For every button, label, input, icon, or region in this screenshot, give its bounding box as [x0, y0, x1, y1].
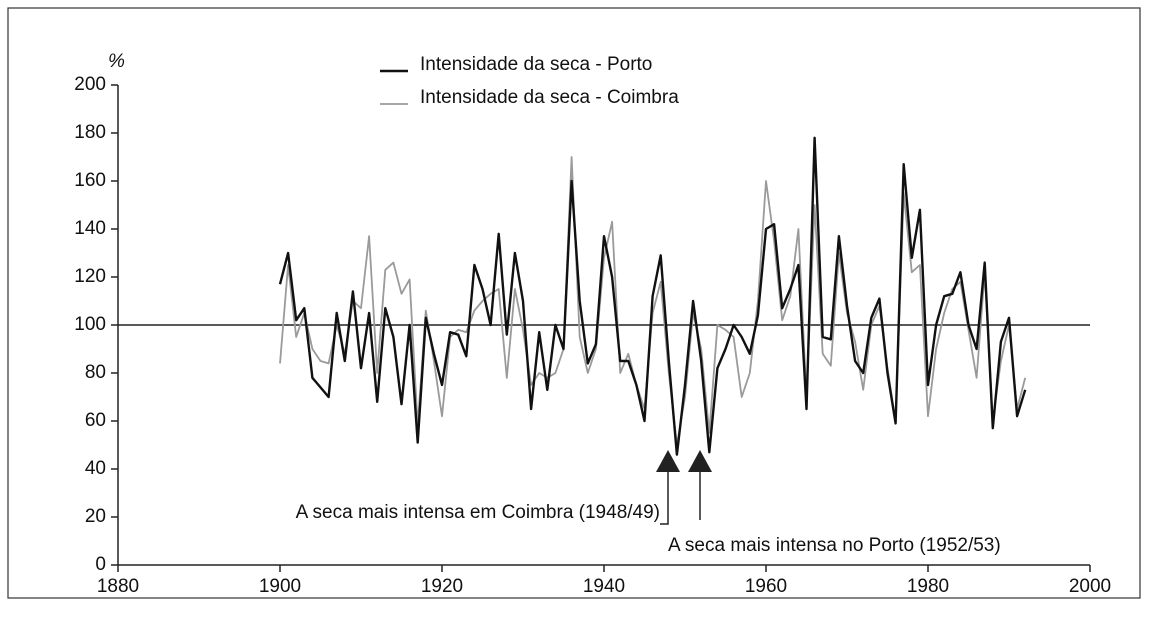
series-line [278, 136, 1027, 456]
annotation: A seca mais intensa no Porto (1952/53) [668, 535, 1001, 556]
y-axis-label: % [108, 51, 125, 72]
y-tick-label: 0 [95, 554, 106, 575]
annotation: A seca mais intensa em Coimbra (1948/49) [296, 502, 660, 523]
x-tick-label: 1960 [745, 576, 787, 597]
x-tick-label: 1920 [421, 576, 463, 597]
x-tick-label: 1880 [97, 576, 139, 597]
x-tick-label: 1940 [583, 576, 625, 597]
arrows [656, 450, 712, 525]
y-tick-label: 100 [74, 314, 106, 335]
y-tick-label: 20 [85, 506, 106, 527]
y-tick-label: 120 [74, 266, 106, 287]
y-tick-label: 80 [85, 362, 106, 383]
y-tick-label: 140 [74, 218, 106, 239]
x-tick-label: 1900 [259, 576, 301, 597]
y-tick-label: 60 [85, 410, 106, 431]
y-tick-label: 180 [74, 122, 106, 143]
y-tick-label: 200 [74, 74, 106, 95]
frame [7, 7, 1141, 599]
x-tick-label: 1980 [907, 576, 949, 597]
x-tick-label: 2000 [1069, 576, 1111, 597]
y-tick-label: 160 [74, 170, 106, 191]
legend-label: Intensidade da seca - Porto [420, 54, 652, 75]
y-tick-label: 40 [85, 458, 106, 479]
legend-label: Intensidade da seca - Coimbra [420, 87, 679, 108]
